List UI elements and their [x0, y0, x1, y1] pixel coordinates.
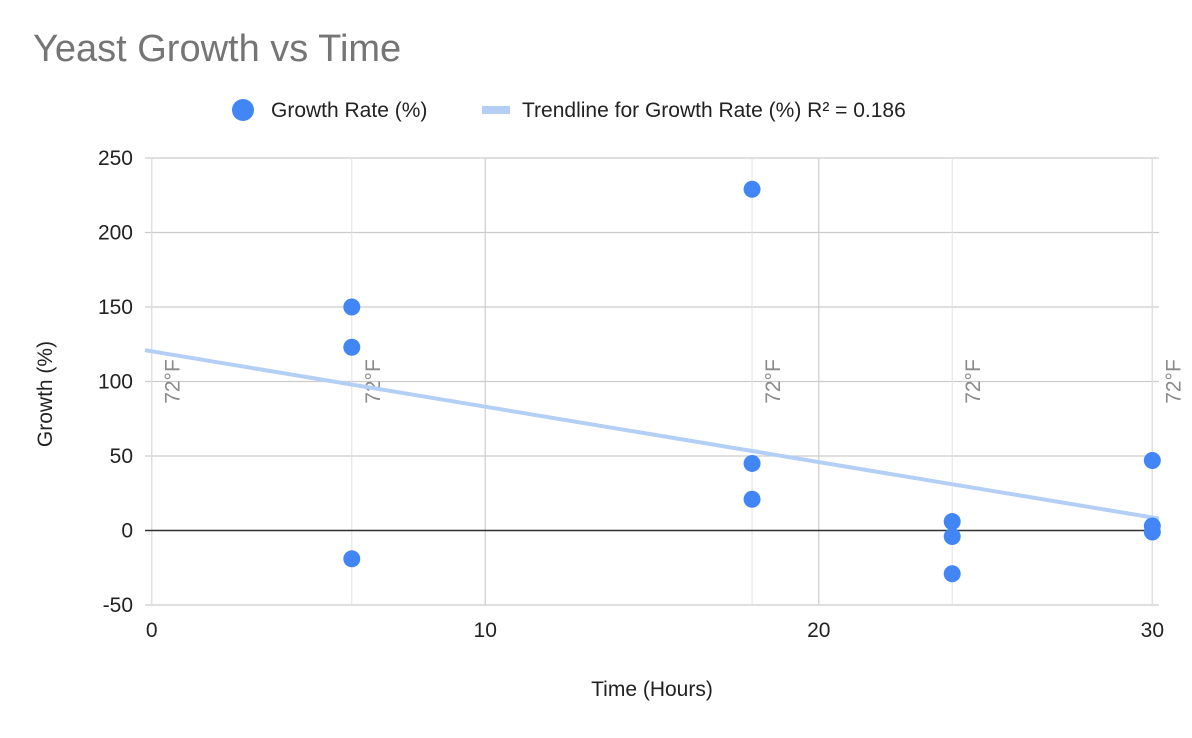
data-point [943, 565, 961, 583]
annotation-label: 72°F [962, 359, 985, 404]
legend-marker-growth-rate [232, 99, 254, 121]
data-point [743, 490, 761, 508]
y-tick-label: 200 [98, 222, 133, 245]
x-tick-label: 30 [1141, 619, 1164, 642]
x-tick-label: 10 [474, 619, 497, 642]
data-point [1143, 451, 1161, 469]
data-point [343, 550, 361, 568]
annotation-label: 72°F [1162, 359, 1185, 404]
annotation-label: 72°F [762, 359, 785, 404]
legend: Growth Rate (%) Trendline for Growth Rat… [232, 99, 906, 122]
y-tick-label: 0 [121, 520, 133, 543]
data-point [1143, 523, 1161, 541]
data-point [343, 298, 361, 316]
y-tick-label: -50 [103, 594, 133, 617]
y-axis-label: Growth (%) [34, 341, 57, 447]
chart-title: Yeast Growth vs Time [33, 28, 402, 70]
points-layer [343, 180, 1161, 583]
x-tick-label: 0 [146, 619, 158, 642]
data-point [743, 454, 761, 472]
x-axis-label: Time (Hours) [591, 678, 713, 701]
annotation-label: 72°F [162, 359, 185, 404]
y-tick-label: 250 [98, 147, 133, 170]
grid-layer [145, 157, 1159, 606]
data-point [343, 338, 361, 356]
y-tick-label: 100 [98, 371, 133, 394]
annotation-layer: 72°F 72°F 72°F 72°F 72°F [162, 359, 1186, 404]
data-point [743, 180, 761, 198]
data-point [943, 527, 961, 545]
legend-label-trendline: Trendline for Growth Rate (%) R² = 0.186 [522, 99, 906, 122]
trendline [144, 348, 1160, 521]
legend-label-growth-rate: Growth Rate (%) [271, 99, 427, 122]
y-tick-label: 150 [98, 296, 133, 319]
ticks-layer: 250 200 150 100 50 0 -50 0 10 20 30 [98, 147, 1164, 642]
y-tick-label: 50 [110, 445, 133, 468]
x-tick-label: 20 [807, 619, 830, 642]
legend-marker-trendline [482, 106, 510, 114]
annotation-label: 72°F [362, 359, 385, 404]
data-point [943, 513, 961, 531]
